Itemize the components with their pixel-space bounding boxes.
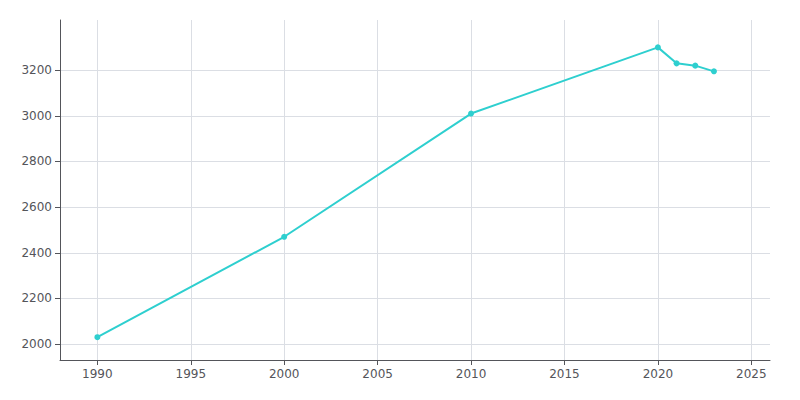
svg-text:2600: 2600 bbox=[21, 200, 52, 214]
svg-text:1995: 1995 bbox=[176, 367, 207, 381]
svg-text:2020: 2020 bbox=[643, 367, 674, 381]
svg-text:2400: 2400 bbox=[21, 246, 52, 260]
svg-text:2000: 2000 bbox=[269, 367, 300, 381]
svg-text:2000: 2000 bbox=[21, 337, 52, 351]
svg-text:2800: 2800 bbox=[21, 154, 52, 168]
svg-text:2025: 2025 bbox=[736, 367, 767, 381]
svg-text:2015: 2015 bbox=[549, 367, 580, 381]
svg-text:3200: 3200 bbox=[21, 63, 52, 77]
svg-text:3000: 3000 bbox=[21, 109, 52, 123]
svg-text:2200: 2200 bbox=[21, 291, 52, 305]
svg-text:2005: 2005 bbox=[362, 367, 393, 381]
svg-text:1990: 1990 bbox=[82, 367, 113, 381]
svg-text:2010: 2010 bbox=[456, 367, 487, 381]
